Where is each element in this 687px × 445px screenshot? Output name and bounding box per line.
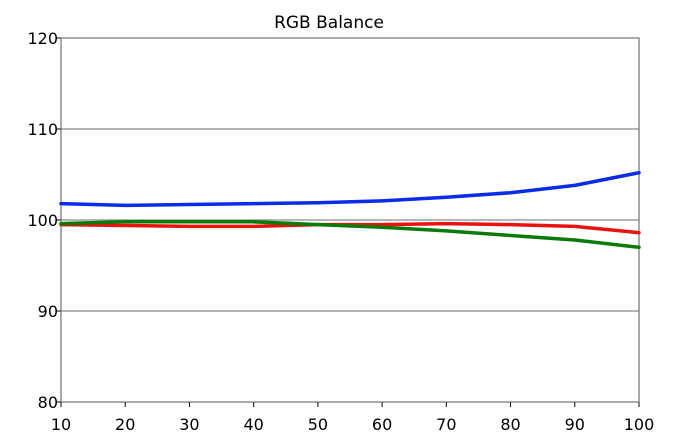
x-tick-label: 20 [115, 415, 135, 434]
y-tick-label: 80 [38, 393, 58, 412]
plot-area [60, 37, 640, 403]
x-tick-label: 50 [308, 415, 328, 434]
y-tick-label: 100 [27, 211, 58, 230]
y-tick-label: 90 [38, 302, 58, 321]
tick-labels: 120 110 100 90 80 10 20 30 40 50 60 70 80 90 100 [27, 29, 654, 434]
x-tick-label: 40 [243, 415, 263, 434]
x-tick-label: 60 [372, 415, 392, 434]
x-tick-label: 30 [179, 415, 199, 434]
series-lines [59, 170, 641, 250]
x-tick-label: 100 [624, 415, 655, 434]
series-line-0 [59, 170, 641, 208]
y-tick-label: 120 [27, 29, 58, 48]
x-tick-label: 70 [436, 415, 456, 434]
series-line-2 [59, 220, 641, 250]
y-tick-label: 110 [27, 120, 58, 139]
x-tick-label: 10 [51, 415, 71, 434]
chart-title: RGB Balance [274, 13, 384, 33]
tick-marks [56, 37, 640, 407]
x-tick-label: 90 [565, 415, 585, 434]
x-tick-label: 80 [500, 415, 520, 434]
grid [61, 128, 639, 312]
